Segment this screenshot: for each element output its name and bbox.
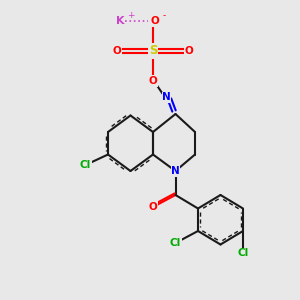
Text: Cl: Cl [170, 238, 181, 248]
Text: Cl: Cl [237, 248, 249, 259]
Text: S: S [149, 44, 157, 58]
Text: +: + [127, 11, 134, 20]
Text: N: N [162, 92, 171, 103]
Text: N: N [171, 166, 180, 176]
Text: K: K [116, 16, 124, 26]
Text: -: - [163, 11, 166, 20]
Text: O: O [184, 46, 194, 56]
Text: Cl: Cl [80, 160, 91, 170]
Text: O: O [148, 202, 158, 212]
Text: O: O [150, 16, 159, 26]
Text: O: O [112, 46, 122, 56]
Text: O: O [148, 76, 158, 86]
